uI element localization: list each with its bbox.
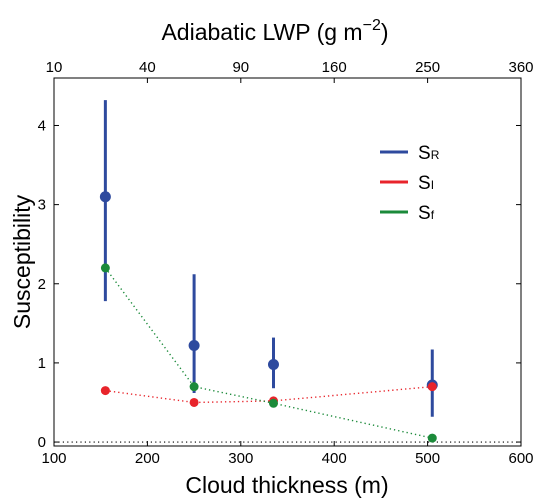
x-tick-label: 500: [415, 450, 440, 467]
series-f: [100, 263, 437, 443]
y-tick-label: 2: [38, 276, 46, 293]
series-layer: [99, 100, 438, 443]
y-tick-label: 1: [38, 355, 46, 372]
series-R: [99, 100, 438, 417]
top-axis-title-sup: −2: [363, 17, 381, 34]
y-tick-label: 3: [38, 197, 46, 214]
data-point: [188, 339, 200, 351]
top-axis-title-main: Adiabatic LWP (g m: [161, 19, 362, 45]
data-point: [189, 382, 199, 392]
data-point: [268, 398, 278, 408]
legend-label: Sf: [418, 203, 435, 224]
series-connector: [105, 385, 433, 404]
series-I: [100, 382, 437, 407]
x-tick-label: 600: [508, 450, 533, 467]
data-point: [427, 382, 437, 392]
top-tick-label: 90: [232, 59, 249, 76]
legend-label-main: S: [418, 173, 431, 194]
y-tick-label: 0: [38, 434, 46, 451]
legend-label-sub: I: [431, 178, 434, 192]
top-tick-label: 40: [139, 59, 156, 76]
y-axis-title: Susceptibility: [9, 194, 35, 329]
top-tick-label: 360: [508, 59, 533, 76]
legend-label-sub: R: [431, 148, 440, 162]
legend-label-main: S: [418, 203, 431, 224]
data-point: [267, 358, 279, 370]
legend-label-sub: f: [431, 208, 435, 222]
legend-label: SR: [418, 143, 440, 164]
x-tick-label: 300: [228, 450, 253, 467]
data-point: [99, 191, 111, 203]
legend-label-main: S: [418, 143, 431, 164]
top-tick-label: 250: [415, 59, 440, 76]
top-axis-title: Adiabatic LWP (g m−2): [161, 17, 388, 45]
series-connector: [104, 267, 433, 439]
x-axis-title: Cloud thickness (m): [185, 472, 388, 498]
x-tick-label: 100: [41, 450, 66, 467]
legend-label: SI: [418, 173, 434, 194]
top-axis-title-end: ): [381, 19, 389, 45]
y-tick-label: 4: [38, 117, 46, 134]
x-tick-label: 200: [135, 450, 160, 467]
top-tick-label: 160: [322, 59, 347, 76]
data-point: [100, 386, 110, 396]
x-tick-label: 400: [322, 450, 347, 467]
data-point: [189, 397, 199, 407]
plot-frame: [53, 77, 522, 447]
ticks-layer: 100 200 300 400 500 600 10 40 90 160 250 360 0 1 2 3 4: [38, 59, 534, 467]
top-tick-label: 10: [46, 59, 63, 76]
data-point: [100, 263, 110, 273]
data-point: [427, 433, 437, 443]
